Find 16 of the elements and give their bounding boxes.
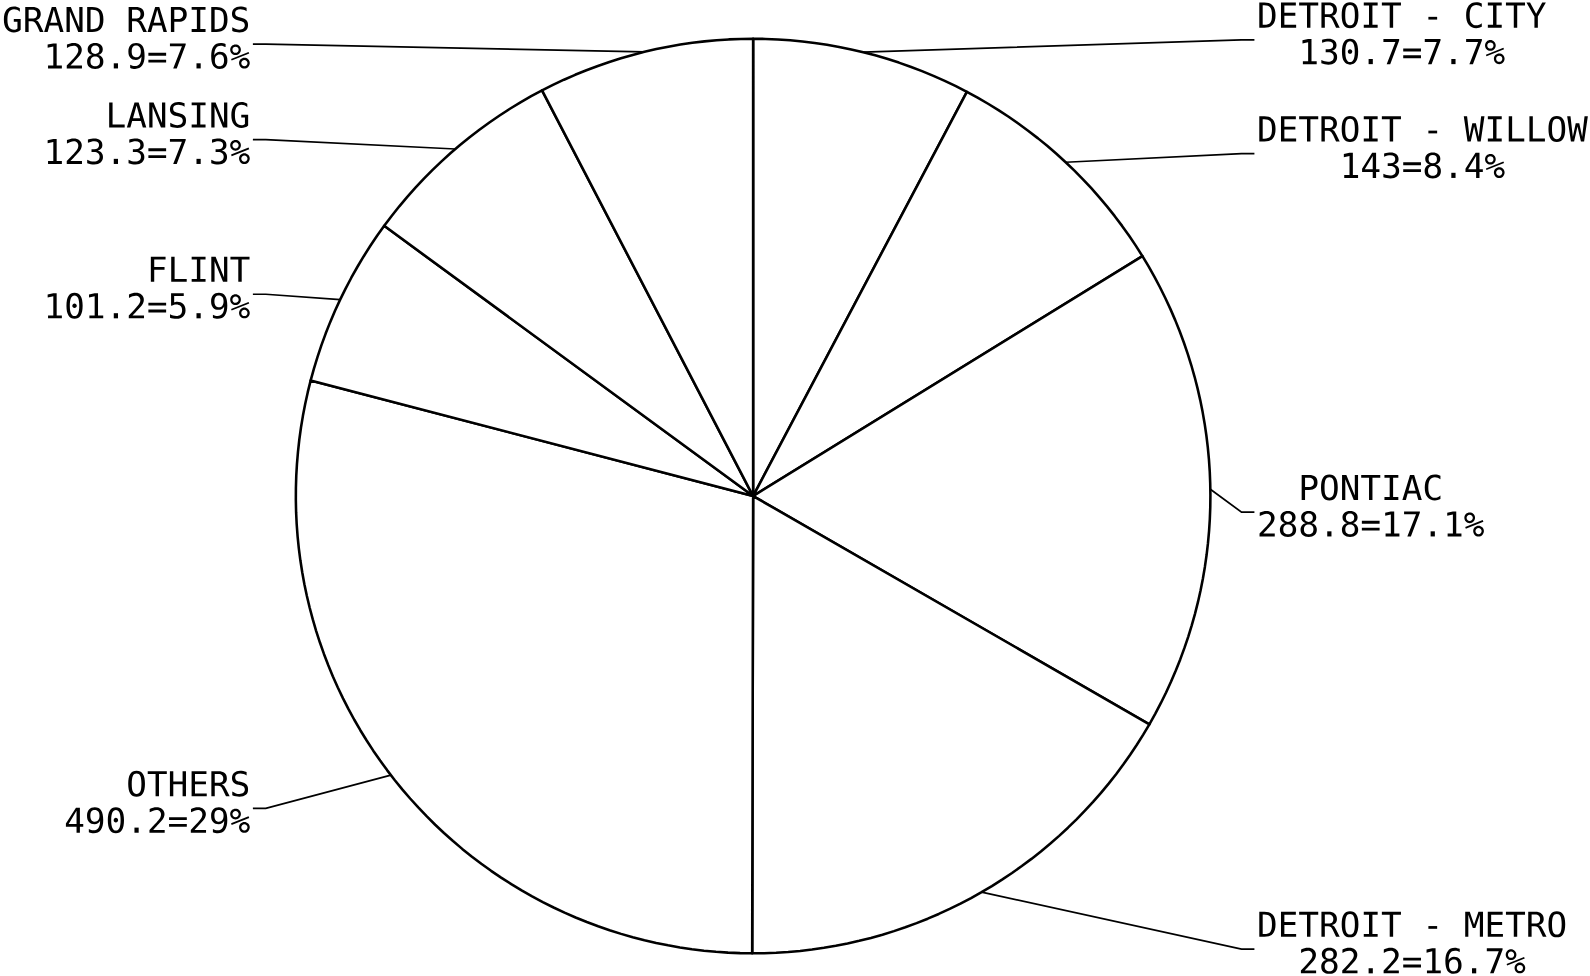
data-label: 288.8=17.1% xyxy=(1259,510,1484,537)
data-label: 101.2=5.9% xyxy=(47,292,250,319)
slice-label: DETROIT - CITY xyxy=(1259,2,1546,29)
slice-label: DETROIT - METRO xyxy=(1259,911,1566,938)
slice-label: LANSING xyxy=(109,102,249,128)
slice-label: GRAND RAPIDS xyxy=(3,6,249,33)
data-label: 130.7=7.7% xyxy=(1302,38,1505,65)
data-label: 143=8.4% xyxy=(1343,152,1505,179)
slice-label: FLINT xyxy=(150,256,250,282)
data-label: 490.2=29% xyxy=(65,807,250,834)
data-label: 282.2=16.7% xyxy=(1300,947,1526,974)
slice-label: PONTIAC xyxy=(1301,474,1441,501)
data-label: 128.9=7.6% xyxy=(47,42,250,69)
data-label: 123.3=7.3% xyxy=(47,138,250,165)
slice-label: OTHERS xyxy=(128,770,249,797)
slice-label: DETROIT - WILLOW xyxy=(1259,115,1588,142)
